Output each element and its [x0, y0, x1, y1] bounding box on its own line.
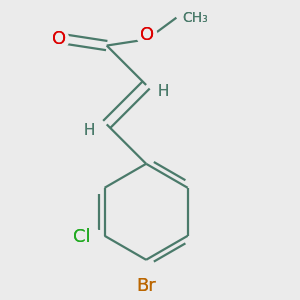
Text: O: O [52, 30, 66, 48]
Text: O: O [52, 30, 66, 48]
Text: Cl: Cl [73, 228, 91, 246]
Text: H: H [158, 84, 169, 99]
Text: H: H [158, 84, 169, 99]
Circle shape [81, 227, 101, 248]
Text: H: H [84, 123, 95, 138]
Circle shape [49, 29, 69, 50]
Circle shape [137, 26, 157, 46]
Text: Br: Br [136, 277, 156, 295]
Text: Br: Br [136, 277, 156, 295]
Text: O: O [140, 26, 154, 44]
Circle shape [136, 267, 156, 287]
Text: H: H [84, 123, 95, 138]
Text: CH₃: CH₃ [183, 11, 208, 25]
Text: Cl: Cl [73, 228, 91, 246]
Text: CH₃: CH₃ [183, 11, 208, 25]
Text: O: O [140, 26, 154, 44]
